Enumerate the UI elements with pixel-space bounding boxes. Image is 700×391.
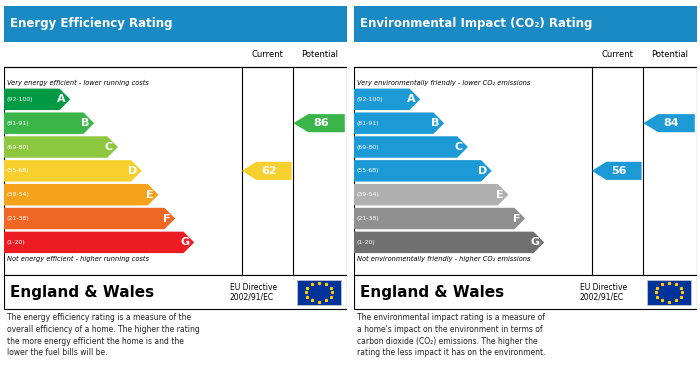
Polygon shape <box>4 208 175 229</box>
Text: The energy efficiency rating is a measure of the
overall efficiency of a home. T: The energy efficiency rating is a measur… <box>7 313 199 357</box>
Polygon shape <box>4 160 142 181</box>
Text: 62: 62 <box>261 166 277 176</box>
FancyBboxPatch shape <box>354 6 696 42</box>
Polygon shape <box>4 231 194 253</box>
Text: (39-54): (39-54) <box>356 192 379 197</box>
Text: (81-91): (81-91) <box>356 121 379 126</box>
Text: Not environmentally friendly - higher CO₂ emissions: Not environmentally friendly - higher CO… <box>357 256 531 262</box>
Polygon shape <box>242 162 292 180</box>
Text: E: E <box>146 190 153 200</box>
Text: Potential: Potential <box>302 50 338 59</box>
Polygon shape <box>354 184 508 205</box>
Text: England & Wales: England & Wales <box>360 285 505 300</box>
Polygon shape <box>4 89 70 110</box>
Text: C: C <box>105 142 113 152</box>
Text: C: C <box>455 142 463 152</box>
FancyBboxPatch shape <box>4 66 346 275</box>
Text: (69-80): (69-80) <box>6 145 29 149</box>
Polygon shape <box>354 89 420 110</box>
Text: EU Directive
2002/91/EC: EU Directive 2002/91/EC <box>580 283 627 302</box>
FancyBboxPatch shape <box>4 6 346 42</box>
Polygon shape <box>4 136 118 158</box>
Text: G: G <box>180 237 189 248</box>
Polygon shape <box>354 208 525 229</box>
Text: Very environmentally friendly - lower CO₂ emissions: Very environmentally friendly - lower CO… <box>357 79 531 86</box>
Text: England & Wales: England & Wales <box>10 285 155 300</box>
Text: F: F <box>162 213 170 224</box>
Text: (92-100): (92-100) <box>356 97 383 102</box>
Text: Current: Current <box>252 50 284 59</box>
Text: 84: 84 <box>664 118 679 128</box>
Text: (21-38): (21-38) <box>356 216 379 221</box>
Text: D: D <box>477 166 486 176</box>
Text: (55-68): (55-68) <box>6 169 29 173</box>
Text: Energy Efficiency Rating: Energy Efficiency Rating <box>10 17 173 30</box>
Text: B: B <box>80 118 89 128</box>
Polygon shape <box>293 114 345 132</box>
FancyBboxPatch shape <box>647 280 692 305</box>
Text: Very energy efficient - lower running costs: Very energy efficient - lower running co… <box>7 79 149 86</box>
Text: Potential: Potential <box>652 50 688 59</box>
Polygon shape <box>4 113 94 134</box>
Polygon shape <box>354 231 544 253</box>
Text: Environmental Impact (CO₂) Rating: Environmental Impact (CO₂) Rating <box>360 17 593 30</box>
Text: F: F <box>512 213 520 224</box>
Text: Current: Current <box>602 50 634 59</box>
Polygon shape <box>354 113 444 134</box>
Text: B: B <box>430 118 439 128</box>
Text: (55-68): (55-68) <box>356 169 379 173</box>
Text: (92-100): (92-100) <box>6 97 33 102</box>
Text: G: G <box>530 237 539 248</box>
FancyBboxPatch shape <box>297 280 342 305</box>
Text: (1-20): (1-20) <box>356 240 375 245</box>
Text: The environmental impact rating is a measure of
a home's impact on the environme: The environmental impact rating is a mea… <box>357 313 545 357</box>
Polygon shape <box>354 160 492 181</box>
FancyBboxPatch shape <box>354 275 696 309</box>
Text: (21-38): (21-38) <box>6 216 29 221</box>
Text: 86: 86 <box>314 118 329 128</box>
Polygon shape <box>4 184 158 205</box>
Text: A: A <box>57 94 65 104</box>
Text: A: A <box>407 94 415 104</box>
Text: (1-20): (1-20) <box>6 240 25 245</box>
FancyBboxPatch shape <box>354 66 696 275</box>
Polygon shape <box>592 162 642 180</box>
Text: (81-91): (81-91) <box>6 121 29 126</box>
Text: (69-80): (69-80) <box>356 145 379 149</box>
Text: 56: 56 <box>611 166 626 176</box>
Text: Not energy efficient - higher running costs: Not energy efficient - higher running co… <box>7 256 149 262</box>
Polygon shape <box>354 136 468 158</box>
Text: D: D <box>127 166 136 176</box>
Polygon shape <box>643 114 695 132</box>
Text: EU Directive
2002/91/EC: EU Directive 2002/91/EC <box>230 283 277 302</box>
Text: E: E <box>496 190 503 200</box>
FancyBboxPatch shape <box>4 275 346 309</box>
Text: (39-54): (39-54) <box>6 192 29 197</box>
